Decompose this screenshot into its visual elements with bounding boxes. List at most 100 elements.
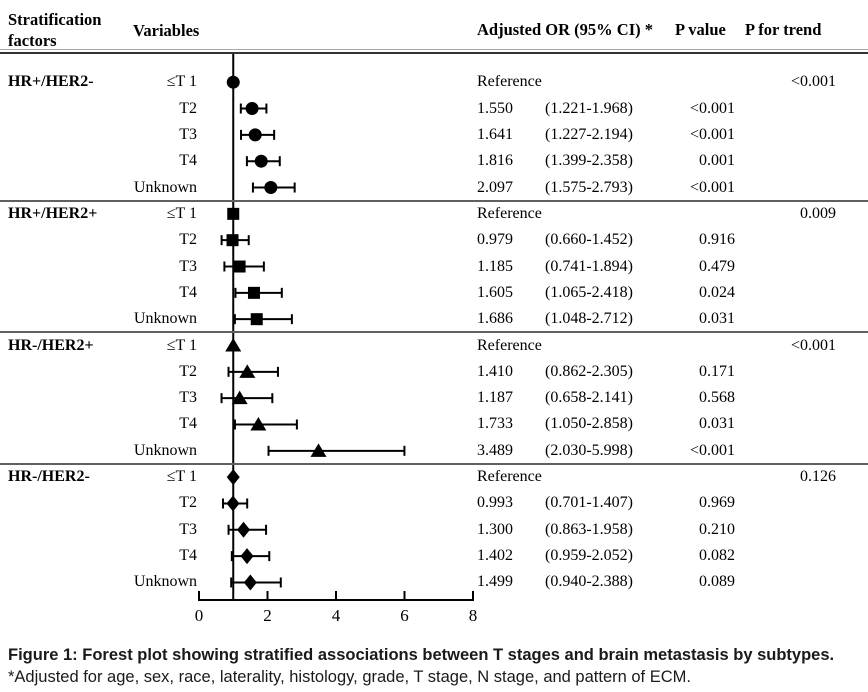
variable-label: T4 bbox=[179, 547, 197, 565]
stratification-factor-label: HR-/HER2- bbox=[8, 468, 90, 486]
diamond-marker bbox=[237, 521, 251, 538]
confidence-interval-value: (1.048-2.712) bbox=[545, 310, 633, 328]
variable-label: Unknown bbox=[133, 310, 197, 328]
p-value: 0.479 bbox=[699, 257, 735, 275]
x-axis-tick-label: 6 bbox=[400, 606, 409, 625]
header-rule-bottom bbox=[0, 52, 868, 54]
column-header-stratification-factors: Stratification factors bbox=[8, 10, 102, 50]
confidence-interval-value: (1.227-2.194) bbox=[545, 125, 633, 143]
reference-label: Reference bbox=[477, 204, 542, 222]
confidence-interval-value: (1.575-2.793) bbox=[545, 178, 633, 196]
header-rule-top bbox=[0, 49, 868, 50]
variable-label: T2 bbox=[179, 231, 197, 249]
variable-label: Unknown bbox=[133, 441, 197, 459]
group-separator-line bbox=[0, 199, 868, 202]
variable-label: T2 bbox=[179, 99, 197, 117]
square-marker bbox=[226, 234, 239, 247]
variable-label: ≤T 1 bbox=[166, 468, 197, 486]
adjusted-or-value: 1.733 bbox=[477, 415, 513, 433]
adjusted-or-value: 1.816 bbox=[477, 152, 513, 170]
adjusted-or-value: 2.097 bbox=[477, 178, 513, 196]
group-separator-line bbox=[0, 462, 868, 465]
reference-label: Reference bbox=[477, 73, 542, 91]
circle-marker bbox=[254, 154, 268, 168]
adjusted-or-value: 0.979 bbox=[477, 231, 513, 249]
variable-label: T4 bbox=[179, 415, 197, 433]
circle-marker bbox=[264, 181, 278, 195]
triangle-marker bbox=[250, 416, 267, 431]
x-axis-tick-label: 4 bbox=[332, 606, 341, 625]
adjusted-or-value: 1.686 bbox=[477, 310, 513, 328]
confidence-interval-value: (1.399-2.358) bbox=[545, 152, 633, 170]
column-header-adjusted-or: Adjusted OR (95% CI) * bbox=[477, 20, 654, 39]
p-for-trend-value: <0.001 bbox=[790, 336, 836, 354]
adjusted-or-value: 1.300 bbox=[477, 520, 513, 538]
p-for-trend-value: 0.126 bbox=[800, 468, 836, 486]
p-for-trend-value: 0.009 bbox=[800, 204, 836, 222]
group-separator-line bbox=[0, 331, 868, 334]
p-value: 0.568 bbox=[699, 389, 735, 407]
variable-label: T2 bbox=[179, 362, 197, 380]
square-marker bbox=[250, 313, 263, 326]
variable-label: ≤T 1 bbox=[166, 73, 197, 91]
diamond-marker bbox=[226, 495, 240, 512]
variable-label: T3 bbox=[179, 257, 197, 275]
confidence-interval-value: (1.050-2.858) bbox=[545, 415, 633, 433]
confidence-interval-value: (2.030-5.998) bbox=[545, 441, 633, 459]
p-value: <0.001 bbox=[689, 178, 735, 196]
variable-label: T3 bbox=[179, 520, 197, 538]
p-value: 0.969 bbox=[699, 494, 735, 512]
figure-caption-title: Figure 1: Forest plot showing stratified… bbox=[8, 646, 835, 664]
square-marker bbox=[247, 286, 260, 299]
confidence-interval-value: (0.863-1.958) bbox=[545, 520, 633, 538]
stratification-factor-label: HR-/HER2+ bbox=[8, 336, 94, 354]
confidence-interval-value: (1.065-2.418) bbox=[545, 283, 633, 301]
p-value: 0.001 bbox=[699, 152, 735, 170]
circle-marker bbox=[248, 128, 262, 142]
p-value: <0.001 bbox=[689, 99, 735, 117]
p-value: 0.916 bbox=[699, 231, 735, 249]
confidence-interval-value: (0.959-2.052) bbox=[545, 547, 633, 565]
variable-label: T4 bbox=[179, 152, 197, 170]
p-value: 0.082 bbox=[699, 547, 735, 565]
column-header-p-value: P value bbox=[675, 20, 726, 39]
triangle-marker bbox=[310, 443, 327, 457]
confidence-interval-value: (1.221-1.968) bbox=[545, 99, 633, 117]
stratification-factor-label: HR+/HER2- bbox=[8, 73, 94, 91]
x-axis-tick-label: 2 bbox=[263, 606, 272, 625]
triangle-marker bbox=[239, 364, 256, 378]
adjusted-or-value: 3.489 bbox=[477, 441, 513, 459]
diamond-marker bbox=[243, 574, 257, 591]
adjusted-or-value: 1.499 bbox=[477, 573, 513, 591]
p-value: <0.001 bbox=[689, 125, 735, 143]
p-value: 0.031 bbox=[699, 310, 735, 328]
square-marker bbox=[233, 260, 246, 273]
confidence-interval-value: (0.741-1.894) bbox=[545, 257, 633, 275]
confidence-interval-value: (0.660-1.452) bbox=[545, 231, 633, 249]
variable-label: ≤T 1 bbox=[166, 204, 197, 222]
adjusted-or-value: 1.605 bbox=[477, 283, 513, 301]
column-header-p-for-trend: P for trend bbox=[745, 20, 822, 39]
x-axis-tick-label: 8 bbox=[469, 606, 478, 625]
variable-label: ≤T 1 bbox=[166, 336, 197, 354]
variable-label: Unknown bbox=[133, 573, 197, 591]
p-value: 0.031 bbox=[699, 415, 735, 433]
p-value: 0.024 bbox=[699, 283, 735, 301]
confidence-interval-value: (0.940-2.388) bbox=[545, 573, 633, 591]
variable-label: Unknown bbox=[133, 178, 197, 196]
confidence-interval-value: (0.701-1.407) bbox=[545, 494, 633, 512]
p-for-trend-value: <0.001 bbox=[790, 73, 836, 91]
p-value: 0.171 bbox=[699, 362, 735, 380]
reference-label: Reference bbox=[477, 336, 542, 354]
triangle-marker bbox=[231, 390, 248, 405]
x-axis-tick-label: 0 bbox=[195, 606, 204, 625]
square-marker bbox=[227, 207, 240, 220]
circle-marker bbox=[245, 102, 259, 116]
variable-label: T2 bbox=[179, 494, 197, 512]
column-header-variables: Variables bbox=[133, 21, 200, 40]
adjusted-or-value: 1.185 bbox=[477, 257, 513, 275]
p-value: 0.089 bbox=[699, 573, 735, 591]
reference-label: Reference bbox=[477, 468, 542, 486]
